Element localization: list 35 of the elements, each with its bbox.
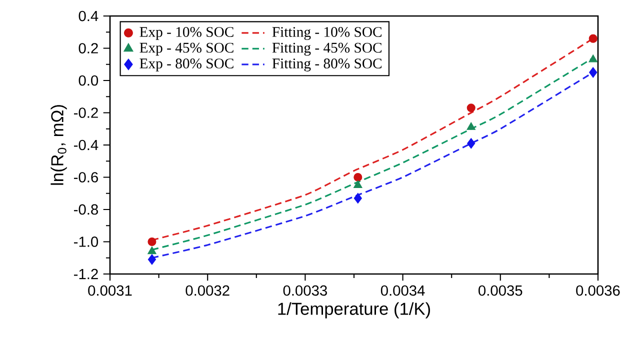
legend-label: Fitting - 45% SOC [272,42,382,56]
point [354,192,362,204]
y-tick-label: 0.4 [78,10,98,22]
legend-label: Exp - 80% SOC [140,58,234,72]
y-axis-title: ln(R$_{0}$, mΩ) [50,105,67,185]
point [589,67,598,78]
point [466,104,476,112]
point [588,54,598,62]
x-tick-label: 0.0032 [186,285,230,296]
x-tick-label: 0.0031 [88,285,132,296]
legend-label: Exp - 10% SOC [140,27,234,40]
point [148,246,156,254]
legend-label: Fitting - 80% SOC [272,58,382,72]
point [588,34,598,43]
point [353,180,362,188]
legend-label: Fitting - 10% SOC [272,27,382,40]
legend-label: Exp - 45% SOC [140,42,234,56]
y-tick-label: -1.2 [74,268,98,280]
point [148,254,156,265]
point [466,122,476,130]
y-tick-label: 0.0 [78,75,98,86]
y-tick-label: 0.2 [78,43,98,54]
point [467,138,476,149]
x-tick-label: 0.0034 [380,285,425,296]
y-tick-label: -1.0 [74,236,98,247]
point [354,172,362,182]
y-tick-label: -0.2 [74,108,98,118]
y-tick-label: -0.6 [74,172,98,182]
y-tick-label: -0.4 [74,140,98,150]
y-tick-label: -0.8 [74,204,98,215]
x-tick-label: 0.0036 [576,285,620,296]
x-tick-label: 0.0035 [478,285,522,296]
point [148,237,156,246]
x-axis-title: 1/Temperature (1/K) [278,302,430,318]
x-tick-label: 0.0033 [283,285,327,296]
